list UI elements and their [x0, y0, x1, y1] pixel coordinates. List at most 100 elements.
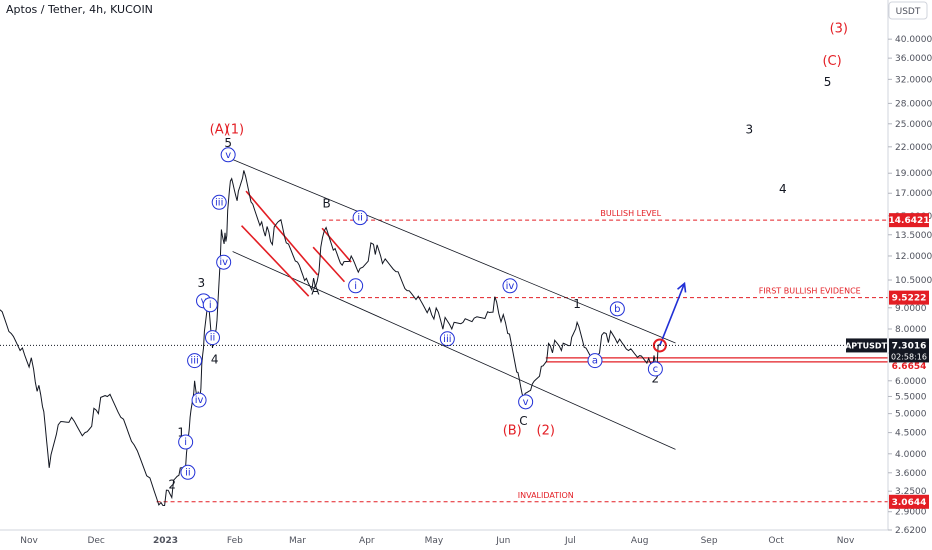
level-price-tag — [889, 290, 929, 305]
x-tick-label: Aug — [631, 536, 649, 546]
level-price-tag — [889, 213, 929, 228]
wave-circle — [204, 330, 220, 346]
wave-circle — [202, 297, 218, 313]
wave-circle — [216, 254, 232, 270]
y-tick-label: 10.5000 — [895, 276, 932, 286]
wave-label: 5 — [824, 75, 832, 89]
circled-wave-label: iii — [190, 356, 198, 367]
x-tick-label: Mar — [289, 536, 306, 546]
level-label: INVALIDATION — [518, 491, 574, 500]
wave-circle — [178, 434, 194, 450]
x-axis: Nov Dec 2023 Feb Mar Apr May Jun Jul Aug Sep Oct Nov — [20, 536, 855, 546]
wave-label: 2 — [168, 477, 176, 491]
red-trend-line — [321, 227, 352, 263]
y-tick-label: 28.0000 — [895, 99, 932, 109]
currency-label: USDT — [896, 7, 921, 17]
wave-label: 1 — [177, 426, 185, 440]
y-tick-label: 36.0000 — [895, 54, 932, 64]
wave-circle — [180, 464, 196, 480]
y-tick-label: 3.2500 — [895, 487, 927, 497]
currency-button[interactable]: USDT — [888, 1, 928, 20]
wave-label: 4 — [779, 182, 787, 196]
wave-circle — [518, 394, 534, 410]
x-tick-label: May — [425, 536, 444, 546]
y-tick-label: 19.0000 — [895, 169, 932, 179]
wave-circle — [187, 353, 203, 369]
trend-channel — [232, 159, 676, 450]
target-circle — [652, 338, 667, 353]
level-label: BULLISH LEVEL — [600, 209, 661, 218]
circled-wave-label: v — [201, 296, 207, 307]
y-tick-label: 22.0000 — [895, 143, 932, 153]
wave-circle — [348, 278, 364, 294]
wave-circle — [211, 194, 227, 210]
y-tick-label: 2.9000 — [895, 508, 927, 518]
wave-label: C — [519, 414, 527, 428]
y-tick-label: 2.6200 — [895, 526, 927, 536]
wave-label: 3 — [197, 276, 205, 290]
symbol-tag-text: APTUSDT — [845, 341, 887, 350]
x-tick-label: Nov — [837, 536, 855, 546]
wave-label: 4 — [211, 353, 219, 367]
circled-wave-label: c — [653, 364, 659, 375]
y-tick-label: 32.0000 — [895, 75, 932, 85]
y-tick-label: 40.0000 — [895, 35, 932, 45]
circled-wave-label: v — [523, 397, 529, 408]
red-trend-line — [312, 246, 346, 283]
level-label: FIRST BULLISH EVIDENCE — [759, 287, 861, 296]
level-price-tag-text: 9.5222 — [892, 294, 927, 304]
x-tick-label: Sep — [701, 536, 718, 546]
symbol-tag — [846, 338, 887, 353]
circled-wave-label: iii — [443, 334, 451, 345]
x-tick-label: Dec — [87, 536, 104, 546]
price-series-line — [0, 170, 661, 507]
y-tick-label: 4.0000 — [895, 450, 927, 460]
wave-circle — [220, 147, 236, 163]
wave-circle — [647, 361, 663, 377]
y-tick-label: 9.0000 — [895, 304, 927, 314]
wave-label: (A) — [210, 122, 229, 137]
support-price-tag-text: 6.6654 — [892, 362, 927, 372]
circled-wave-label: iv — [195, 395, 204, 406]
x-tick-label: Oct — [768, 536, 784, 546]
y-tick-label: 8.0000 — [895, 325, 927, 335]
y-tick-label: 17.0000 — [895, 189, 932, 199]
wave-circle — [352, 210, 368, 226]
wave-label: (1) — [226, 122, 244, 137]
wave-label: B — [322, 197, 330, 211]
y-tick-label: 25.0000 — [895, 120, 932, 130]
countdown-timer: 02:58:16 — [891, 352, 927, 361]
x-tick-label: Jun — [495, 536, 510, 546]
red-trend-line — [240, 225, 310, 297]
circled-wave-label: iii — [215, 197, 223, 208]
level-price-tag — [889, 494, 929, 509]
y-tick-label: 4.5000 — [895, 429, 927, 439]
x-tick-label: Nov — [20, 536, 38, 546]
circled-wave-label: iv — [506, 281, 515, 292]
circled-wave-label: ii — [357, 213, 363, 224]
current-price-tag — [889, 338, 929, 363]
wave-label: 3 — [745, 122, 753, 136]
price-tags: 14.64219.52223.06446.81326.6654APTUSDT7.… — [0, 213, 930, 509]
x-tick-label: Apr — [359, 536, 375, 546]
wave-label: 2 — [652, 371, 660, 385]
projection-arrow — [652, 281, 687, 353]
projection-arrowhead — [677, 281, 687, 293]
channel-lower-line — [232, 251, 676, 450]
circled-wave-label: b — [614, 304, 620, 315]
circled-wave-label: v — [225, 150, 231, 161]
current-price-value: 7.3016 — [892, 341, 927, 351]
wave-label: 1 — [573, 297, 581, 311]
x-tick-label: 2023 — [153, 536, 178, 546]
circled-wave-label: iv — [219, 257, 228, 268]
level-price-tag-text: 14.6421 — [889, 216, 930, 226]
y-tick-label: 6.0000 — [895, 377, 927, 387]
circled-wave-label: i — [184, 437, 187, 448]
chart-title: Aptos / Tether, 4h, KUCOIN — [6, 3, 153, 16]
circled-wave-label: i — [209, 300, 212, 311]
wave-circle — [609, 301, 625, 317]
horizontal-levels: BULLISH LEVEL FIRST BULLISH EVIDENCE INVAL… — [156, 209, 888, 503]
